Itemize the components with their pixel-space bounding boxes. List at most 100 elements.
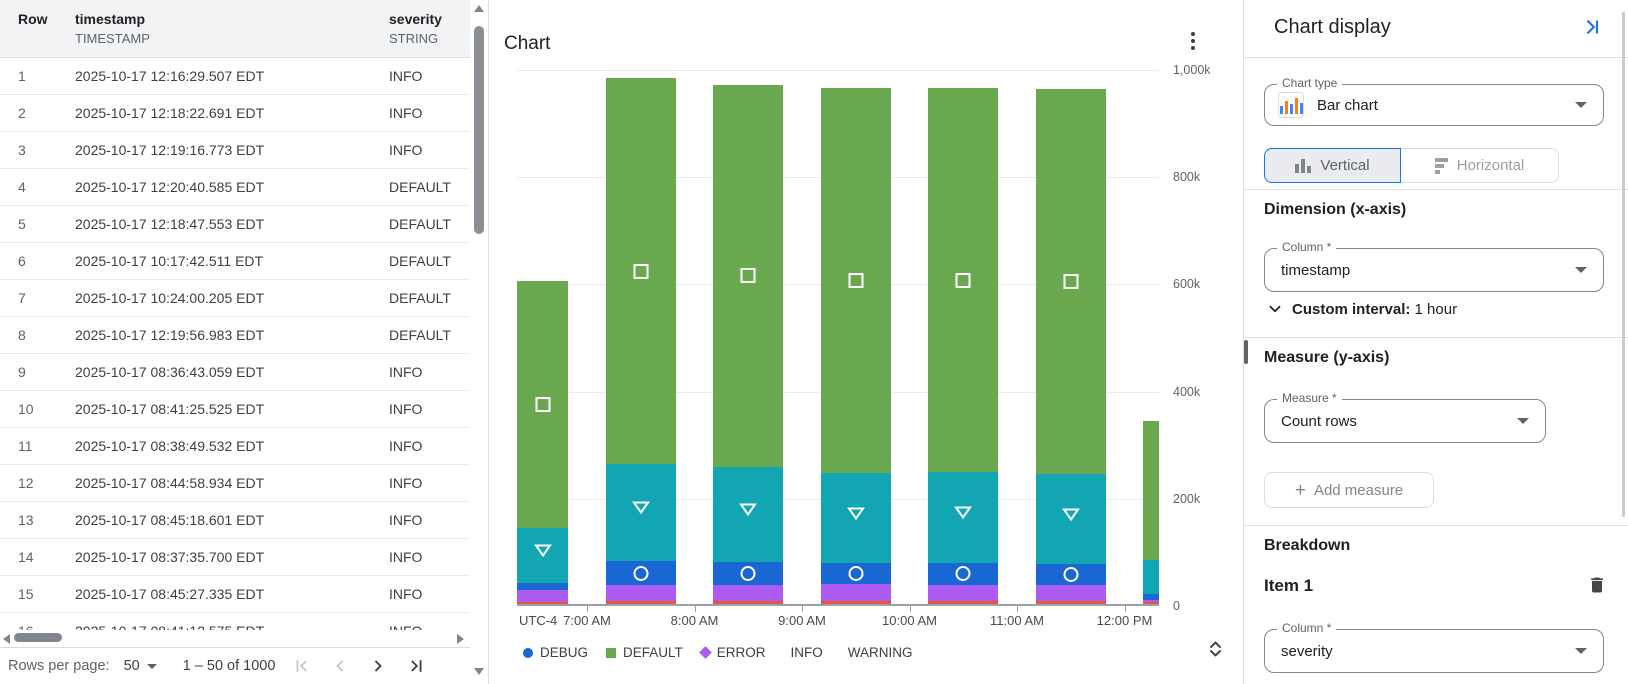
bar-segment-DEBUG[interactable]: [517, 583, 568, 591]
legend-label: WARNING: [847, 645, 913, 660]
cell-timestamp: 2025-10-17 08:44:58.934 EDT: [75, 475, 265, 491]
collapse-panel-icon[interactable]: [1581, 16, 1603, 38]
table-row[interactable]: 3 2025-10-17 12:19:16.773 EDT INFO: [0, 132, 470, 169]
column-name: severity: [389, 11, 442, 27]
x-axis-tick: [802, 606, 803, 612]
table-row[interactable]: 14 2025-10-17 08:37:35.700 EDT INFO: [0, 539, 470, 576]
bar-segment-INFO[interactable]: [1143, 560, 1159, 594]
breakdown-column-select[interactable]: Column * severity: [1264, 621, 1604, 673]
bar-7:00 AM[interactable]: [606, 78, 676, 604]
rows-per-page-caret-icon[interactable]: [146, 663, 157, 669]
bar-segment-WARNING[interactable]: [821, 600, 891, 604]
rows-per-page-value[interactable]: 50: [123, 658, 140, 674]
default-point-marker: [955, 272, 971, 288]
horizontal-scrollbar-thumb[interactable]: [14, 633, 62, 642]
x-axis-timezone-label: UTC-4: [519, 613, 558, 628]
table-row[interactable]: 15 2025-10-17 08:45:27.335 EDT INFO: [0, 576, 470, 613]
table-row[interactable]: 8 2025-10-17 12:19:56.983 EDT DEFAULT: [0, 317, 470, 354]
vertical-button[interactable]: Vertical: [1264, 148, 1401, 183]
table-row[interactable]: 1 2025-10-17 12:16:29.507 EDT INFO: [0, 58, 470, 95]
bar-segment-ERROR[interactable]: [821, 583, 891, 601]
column-name: Row: [18, 11, 48, 27]
cell-timestamp: 2025-10-17 12:20:40.585 EDT: [75, 179, 265, 195]
bar-segment-DEFAULT[interactable]: [928, 88, 998, 473]
delete-breakdown-icon[interactable]: [1587, 575, 1609, 597]
bar-segment-ERROR[interactable]: [713, 584, 783, 601]
horizontal-button[interactable]: Horizontal: [1401, 148, 1559, 183]
table-row[interactable]: 10 2025-10-17 08:41:25.525 EDT INFO: [0, 391, 470, 428]
bar-segment-ERROR[interactable]: [606, 585, 676, 601]
horizontal-scrollbar[interactable]: [0, 630, 470, 647]
bar-segment-ERROR[interactable]: [928, 584, 998, 601]
chart-menu-kebab-icon[interactable]: [1184, 30, 1202, 52]
legend-label: DEBUG: [540, 645, 589, 660]
table-row[interactable]: 4 2025-10-17 12:20:40.585 EDT DEFAULT: [0, 169, 470, 206]
chart-display-panel: Chart display Chart type Bar chart Verti…: [1243, 0, 1628, 684]
bar-segment-DEFAULT[interactable]: [606, 78, 676, 465]
next-page-button[interactable]: [367, 655, 389, 677]
bar-9:00 AM[interactable]: [821, 88, 891, 604]
table-row[interactable]: 2 2025-10-17 12:18:22.691 EDT INFO: [0, 95, 470, 132]
bar-segment-WARNING[interactable]: [606, 600, 676, 604]
scroll-up-arrow-icon[interactable]: [474, 5, 484, 12]
bar-segment-WARNING[interactable]: [1143, 602, 1159, 604]
cell-severity: INFO: [389, 438, 423, 454]
scroll-down-arrow-icon[interactable]: [474, 668, 484, 675]
cell-severity: INFO: [389, 142, 423, 158]
measure-value: Count rows: [1281, 412, 1357, 430]
last-page-button[interactable]: [405, 655, 427, 677]
bar-segment-DEFAULT[interactable]: [1143, 420, 1159, 561]
table-row[interactable]: 11 2025-10-17 08:38:49.532 EDT INFO: [0, 428, 470, 465]
bar-segment-WARNING[interactable]: [713, 600, 783, 604]
bar-segment-WARNING[interactable]: [517, 601, 568, 604]
bar-segment-DEBUG[interactable]: [1143, 593, 1159, 600]
bar-11:00 AM[interactable]: [1036, 89, 1106, 604]
table-row[interactable]: 12 2025-10-17 08:44:58.934 EDT INFO: [0, 465, 470, 502]
bar-segment-DEFAULT[interactable]: [821, 88, 891, 474]
breakdown-item-row: Item 1: [1264, 575, 1609, 597]
bar-segment-WARNING[interactable]: [928, 600, 998, 604]
add-measure-button[interactable]: + Add measure: [1264, 472, 1434, 508]
bar-segment-WARNING[interactable]: [1036, 600, 1106, 604]
cell-timestamp: 2025-10-17 10:24:00.205 EDT: [75, 290, 265, 306]
chart-expand-icon[interactable]: [1205, 637, 1226, 666]
bar-segment-ERROR[interactable]: [517, 590, 568, 602]
table-row[interactable]: 7 2025-10-17 10:24:00.205 EDT DEFAULT: [0, 280, 470, 317]
table-vertical-scrollbar[interactable]: [470, 0, 488, 684]
bar-6:00 AM[interactable]: [517, 280, 568, 604]
panel-right-scrollbar-thumb[interactable]: [1622, 12, 1625, 517]
chart-type-select[interactable]: Chart type Bar chart: [1264, 76, 1604, 126]
bar-12:00 PM[interactable]: [1143, 420, 1159, 604]
table-row[interactable]: 13 2025-10-17 08:45:18.601 EDT INFO: [0, 502, 470, 539]
table-row[interactable]: 5 2025-10-17 12:18:47.553 EDT DEFAULT: [0, 206, 470, 243]
info-point-marker: [954, 505, 972, 525]
bar-segment-DEFAULT[interactable]: [1036, 89, 1106, 475]
panel-scrollbar-thumb[interactable]: [1244, 340, 1248, 364]
vertical-scrollbar-thumb[interactable]: [474, 26, 484, 234]
scroll-right-arrow-icon[interactable]: [457, 634, 464, 644]
cell-timestamp: 2025-10-17 12:16:29.507 EDT: [75, 68, 265, 84]
dropdown-caret-icon: [1517, 418, 1529, 424]
bar-10:00 AM[interactable]: [928, 88, 998, 604]
measure-select[interactable]: Measure * Count rows: [1264, 391, 1546, 443]
table-header: Row timestamp TIMESTAMP severity STRING: [0, 0, 470, 58]
table-row[interactable]: 6 2025-10-17 10:17:42.511 EDT DEFAULT: [0, 243, 470, 280]
table-row[interactable]: 9 2025-10-17 08:36:43.059 EDT INFO: [0, 354, 470, 391]
dimension-column-value: timestamp: [1281, 261, 1351, 279]
bar-8:00 AM[interactable]: [713, 85, 783, 604]
dimension-column-select[interactable]: Column * timestamp: [1264, 240, 1604, 292]
x-axis-tick-label: 7:00 AM: [563, 613, 611, 628]
bar-segment-ERROR[interactable]: [1143, 599, 1159, 603]
divider: [1244, 189, 1628, 190]
column-type: TIMESTAMP: [75, 31, 150, 46]
scroll-left-arrow-icon[interactable]: [3, 634, 10, 644]
custom-interval-expander[interactable]: Custom interval: 1 hour: [1266, 300, 1457, 318]
chart-legend: DEBUG DEFAULT ERROR INFO WARNING: [523, 645, 913, 660]
row-index: 7: [18, 290, 26, 306]
panel-title: Chart display: [1274, 16, 1391, 38]
bar-segment-DEFAULT[interactable]: [713, 85, 783, 467]
bar-segment-DEFAULT[interactable]: [517, 280, 568, 528]
bar-segment-ERROR[interactable]: [1036, 584, 1106, 601]
divider: [1244, 337, 1628, 338]
